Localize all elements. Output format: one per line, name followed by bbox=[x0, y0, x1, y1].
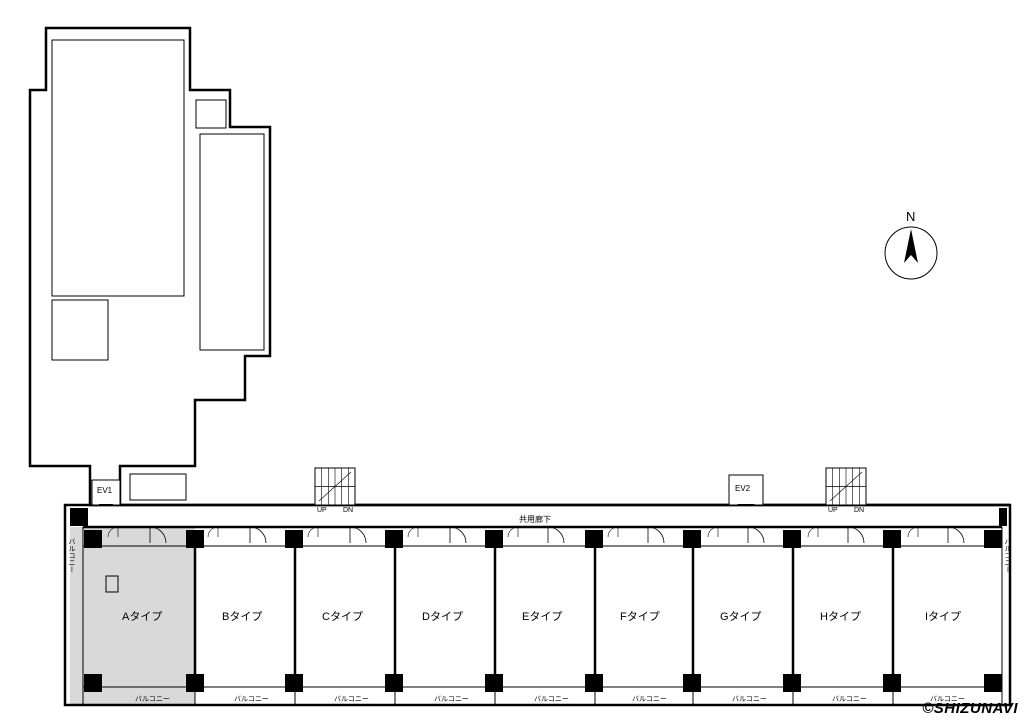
balcony-side-label: バルコニー bbox=[1002, 538, 1012, 573]
balcony-label: バルコニー bbox=[534, 694, 569, 704]
balcony-label: バルコニー bbox=[632, 694, 667, 704]
unit-type-label: Cタイプ bbox=[322, 608, 363, 624]
corridor-label: 共用廊下 bbox=[519, 514, 551, 525]
balcony-label: バルコニー bbox=[832, 694, 867, 704]
elevator-label: EV1 bbox=[97, 486, 112, 495]
balcony-label: バルコニー bbox=[135, 694, 170, 704]
unit-type-label: Bタイプ bbox=[222, 608, 262, 624]
balcony-label: バルコニー bbox=[334, 694, 369, 704]
stair-dn-label: DN bbox=[854, 507, 864, 514]
balcony-label: バルコニー bbox=[434, 694, 469, 704]
unit-type-label: Aタイプ bbox=[122, 608, 162, 624]
compass-n-label: N bbox=[906, 209, 915, 224]
stair-up-label: UP bbox=[828, 507, 838, 514]
balcony-label: バルコニー bbox=[234, 694, 269, 704]
unit-type-label: Eタイプ bbox=[522, 608, 562, 624]
stair-up-label: UP bbox=[317, 507, 327, 514]
unit-type-label: Dタイプ bbox=[422, 608, 463, 624]
stair-dn-label: DN bbox=[343, 507, 353, 514]
unit-type-label: Iタイプ bbox=[925, 608, 961, 624]
elevator-label: EV2 bbox=[735, 484, 750, 493]
balcony-label: バルコニー bbox=[732, 694, 767, 704]
balcony-label: バルコニー bbox=[930, 694, 965, 704]
unit-type-label: Fタイプ bbox=[620, 608, 660, 624]
unit-type-label: Hタイプ bbox=[820, 608, 861, 624]
unit-type-label: Gタイプ bbox=[720, 608, 762, 624]
balcony-side-label: バルコニー bbox=[66, 538, 76, 573]
